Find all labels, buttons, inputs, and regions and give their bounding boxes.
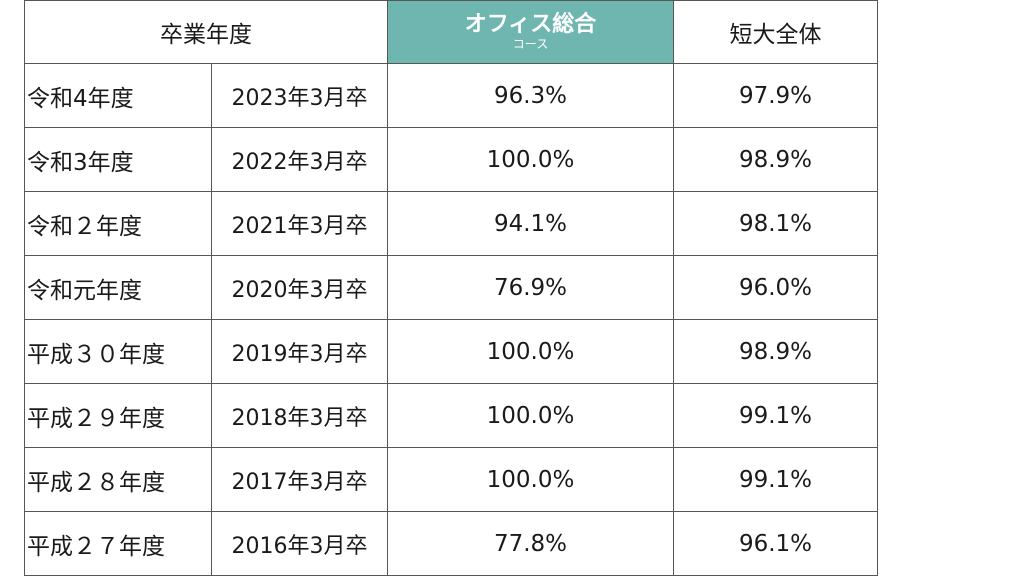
graduation-date-cell: 2018年3月卒 <box>211 383 388 448</box>
college-total-rate-cell: 98.9% <box>673 319 878 384</box>
office-course-rate-cell: 100.0% <box>387 127 674 192</box>
graduation-date-cell: 2017年3月卒 <box>211 447 388 512</box>
college-total-rate-cell: 99.1% <box>673 447 878 512</box>
graduation-date-cell: 2021年3月卒 <box>211 191 388 256</box>
graduation-date-cell: 2022年3月卒 <box>211 127 388 192</box>
era-cell: 令和3年度 <box>24 127 212 192</box>
college-total-rate-cell: 98.9% <box>673 127 878 192</box>
office-course-rate-cell: 100.0% <box>387 383 674 448</box>
era-cell: 平成３０年度 <box>24 319 212 384</box>
graduation-date-cell: 2019年3月卒 <box>211 319 388 384</box>
college-total-rate-cell: 96.1% <box>673 511 878 576</box>
college-total-rate-cell: 97.9% <box>673 63 878 128</box>
college-total-rate-cell: 98.1% <box>673 191 878 256</box>
table-row: 平成２８年度 2017年3月卒 100.0% 99.1% <box>24 447 878 512</box>
graduation-date-cell: 2023年3月卒 <box>211 63 388 128</box>
table-row: 平成２９年度 2018年3月卒 100.0% 99.1% <box>24 383 878 448</box>
table-row: 令和２年度 2021年3月卒 94.1% 98.1% <box>24 191 878 256</box>
header-office-course-subtitle: コース <box>512 37 549 51</box>
era-cell: 令和4年度 <box>24 63 212 128</box>
graduation-date-cell: 2016年3月卒 <box>211 511 388 576</box>
office-course-rate-cell: 100.0% <box>387 319 674 384</box>
header-office-course: オフィス総合 コース <box>387 0 674 64</box>
office-course-rate-cell: 76.9% <box>387 255 674 320</box>
employment-rate-table: 卒業年度 オフィス総合 コース 短大全体 令和4年度 2023年3月卒 96.3% 9… <box>24 0 878 576</box>
office-course-rate-cell: 77.8% <box>387 511 674 576</box>
era-cell: 平成２９年度 <box>24 383 212 448</box>
table-row: 平成２７年度 2016年3月卒 77.8% 96.1% <box>24 511 878 576</box>
era-cell: 令和元年度 <box>24 255 212 320</box>
header-graduation-year: 卒業年度 <box>24 0 388 64</box>
table-row: 平成３０年度 2019年3月卒 100.0% 98.9% <box>24 319 878 384</box>
header-college-total: 短大全体 <box>673 0 878 64</box>
office-course-rate-cell: 94.1% <box>387 191 674 256</box>
graduation-date-cell: 2020年3月卒 <box>211 255 388 320</box>
era-cell: 令和２年度 <box>24 191 212 256</box>
header-row: 卒業年度 オフィス総合 コース 短大全体 <box>24 0 878 64</box>
office-course-rate-cell: 100.0% <box>387 447 674 512</box>
era-cell: 平成２７年度 <box>24 511 212 576</box>
era-cell: 平成２８年度 <box>24 447 212 512</box>
table-row: 令和4年度 2023年3月卒 96.3% 97.9% <box>24 63 878 128</box>
table-row: 令和3年度 2022年3月卒 100.0% 98.9% <box>24 127 878 192</box>
office-course-rate-cell: 96.3% <box>387 63 674 128</box>
table-body: 令和4年度 2023年3月卒 96.3% 97.9% 令和3年度 2022年3月卒 100.… <box>24 63 878 576</box>
table-row: 令和元年度 2020年3月卒 76.9% 96.0% <box>24 255 878 320</box>
college-total-rate-cell: 96.0% <box>673 255 878 320</box>
college-total-rate-cell: 99.1% <box>673 383 878 448</box>
header-office-course-title: オフィス総合 <box>464 12 597 37</box>
